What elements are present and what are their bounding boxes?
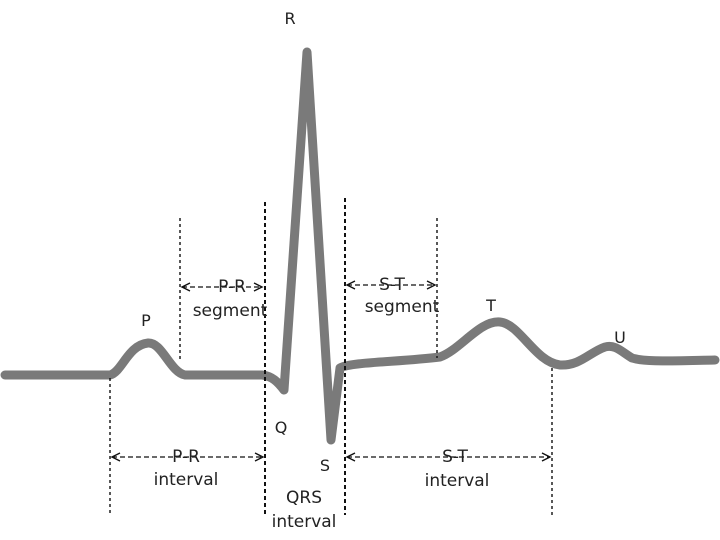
label-st-segment-line2: segment bbox=[365, 297, 440, 317]
label-pr-segment-line2: segment bbox=[193, 301, 268, 321]
label-u-wave: U bbox=[614, 328, 626, 347]
st-segment-arrow bbox=[345, 280, 437, 290]
label-q-wave: Q bbox=[275, 418, 288, 437]
label-t-wave: T bbox=[485, 296, 496, 315]
pr-interval-arrow bbox=[110, 452, 265, 462]
label-st-interval-line2: interval bbox=[425, 471, 490, 491]
label-qrs-interval-line2: interval bbox=[272, 512, 337, 532]
pr-segment-arrow bbox=[180, 282, 264, 292]
label-qrs-interval-line1: QRS bbox=[286, 488, 322, 508]
label-pr-interval-line1: P-R bbox=[172, 447, 200, 467]
label-s-wave: S bbox=[320, 456, 330, 475]
st-interval-arrow bbox=[345, 452, 552, 462]
label-p-wave: P bbox=[141, 311, 151, 330]
label-pr-segment-line1: P-R bbox=[218, 277, 246, 297]
label-st-segment-line1: S-T bbox=[379, 275, 405, 295]
ecg-waveform bbox=[0, 47, 720, 445]
label-r-wave: R bbox=[284, 9, 295, 28]
label-st-interval-line1: S-T bbox=[442, 447, 468, 467]
label-pr-interval-line2: interval bbox=[154, 470, 219, 490]
